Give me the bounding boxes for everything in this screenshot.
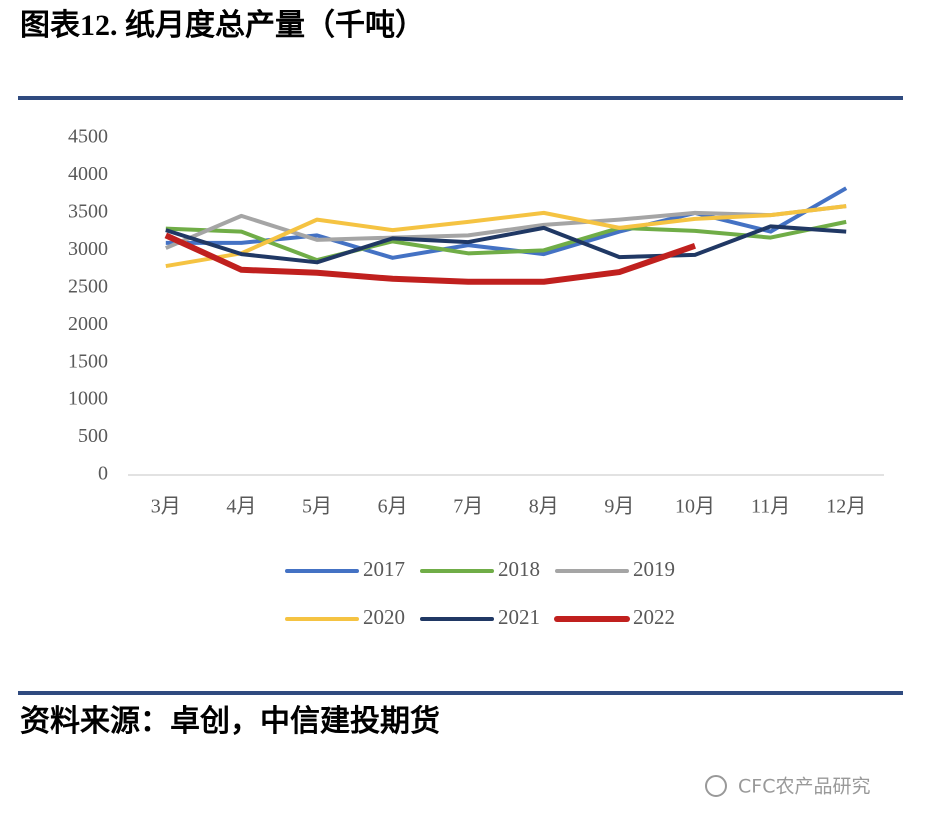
x-tick-label: 4月 bbox=[226, 496, 256, 518]
watermark: CFC农产品研究 bbox=[738, 776, 870, 798]
y-tick-label: 0 bbox=[98, 463, 108, 485]
y-tick-label: 3000 bbox=[68, 238, 108, 260]
legend-label: 2017 bbox=[363, 557, 405, 581]
series-line bbox=[165, 219, 847, 263]
series-line bbox=[165, 204, 847, 250]
y-tick-label: 3500 bbox=[68, 200, 108, 222]
y-tick-label: 1000 bbox=[68, 388, 108, 410]
x-tick-label: 10月 bbox=[675, 496, 715, 518]
x-tick-label: 5月 bbox=[302, 496, 332, 518]
y-tick-label: 4000 bbox=[68, 163, 108, 185]
y-tick-label: 2000 bbox=[68, 313, 108, 335]
wechat-icon bbox=[705, 775, 727, 797]
bottom-rule bbox=[18, 691, 903, 695]
x-tick-label: 6月 bbox=[378, 496, 408, 518]
plot: 0 500 1000 1500 2000 2500 3000 3500 4000 4500 3月 4月… bbox=[68, 126, 884, 629]
y-tick-label: 4500 bbox=[68, 126, 108, 148]
legend-label: 2019 bbox=[633, 557, 675, 581]
y-tick-label: 2500 bbox=[68, 275, 108, 297]
title: 图表12. 纸月度总产量（千吨） bbox=[20, 8, 425, 42]
y-tick-label: 1500 bbox=[68, 350, 108, 372]
legend-label: 2018 bbox=[498, 557, 540, 581]
y-tick-label: 500 bbox=[78, 425, 108, 447]
x-tick-label: 3月 bbox=[151, 496, 181, 518]
x-tick-label: 7月 bbox=[453, 496, 483, 518]
legend-label: 2022 bbox=[633, 605, 675, 629]
series-line bbox=[165, 186, 848, 260]
x-tick-label: 9月 bbox=[604, 496, 634, 518]
legend-label: 2020 bbox=[363, 605, 405, 629]
x-tick-label: 8月 bbox=[529, 496, 559, 518]
legend-label: 2021 bbox=[498, 605, 540, 629]
top-rule bbox=[18, 96, 903, 100]
x-tick-label: 11月 bbox=[751, 496, 790, 518]
series-line bbox=[165, 224, 847, 265]
series-line bbox=[165, 204, 847, 269]
x-tick-label: 12月 bbox=[826, 496, 866, 518]
source: 资料来源：卓创，中信建投期货 bbox=[20, 704, 440, 738]
series-line bbox=[164, 232, 696, 285]
